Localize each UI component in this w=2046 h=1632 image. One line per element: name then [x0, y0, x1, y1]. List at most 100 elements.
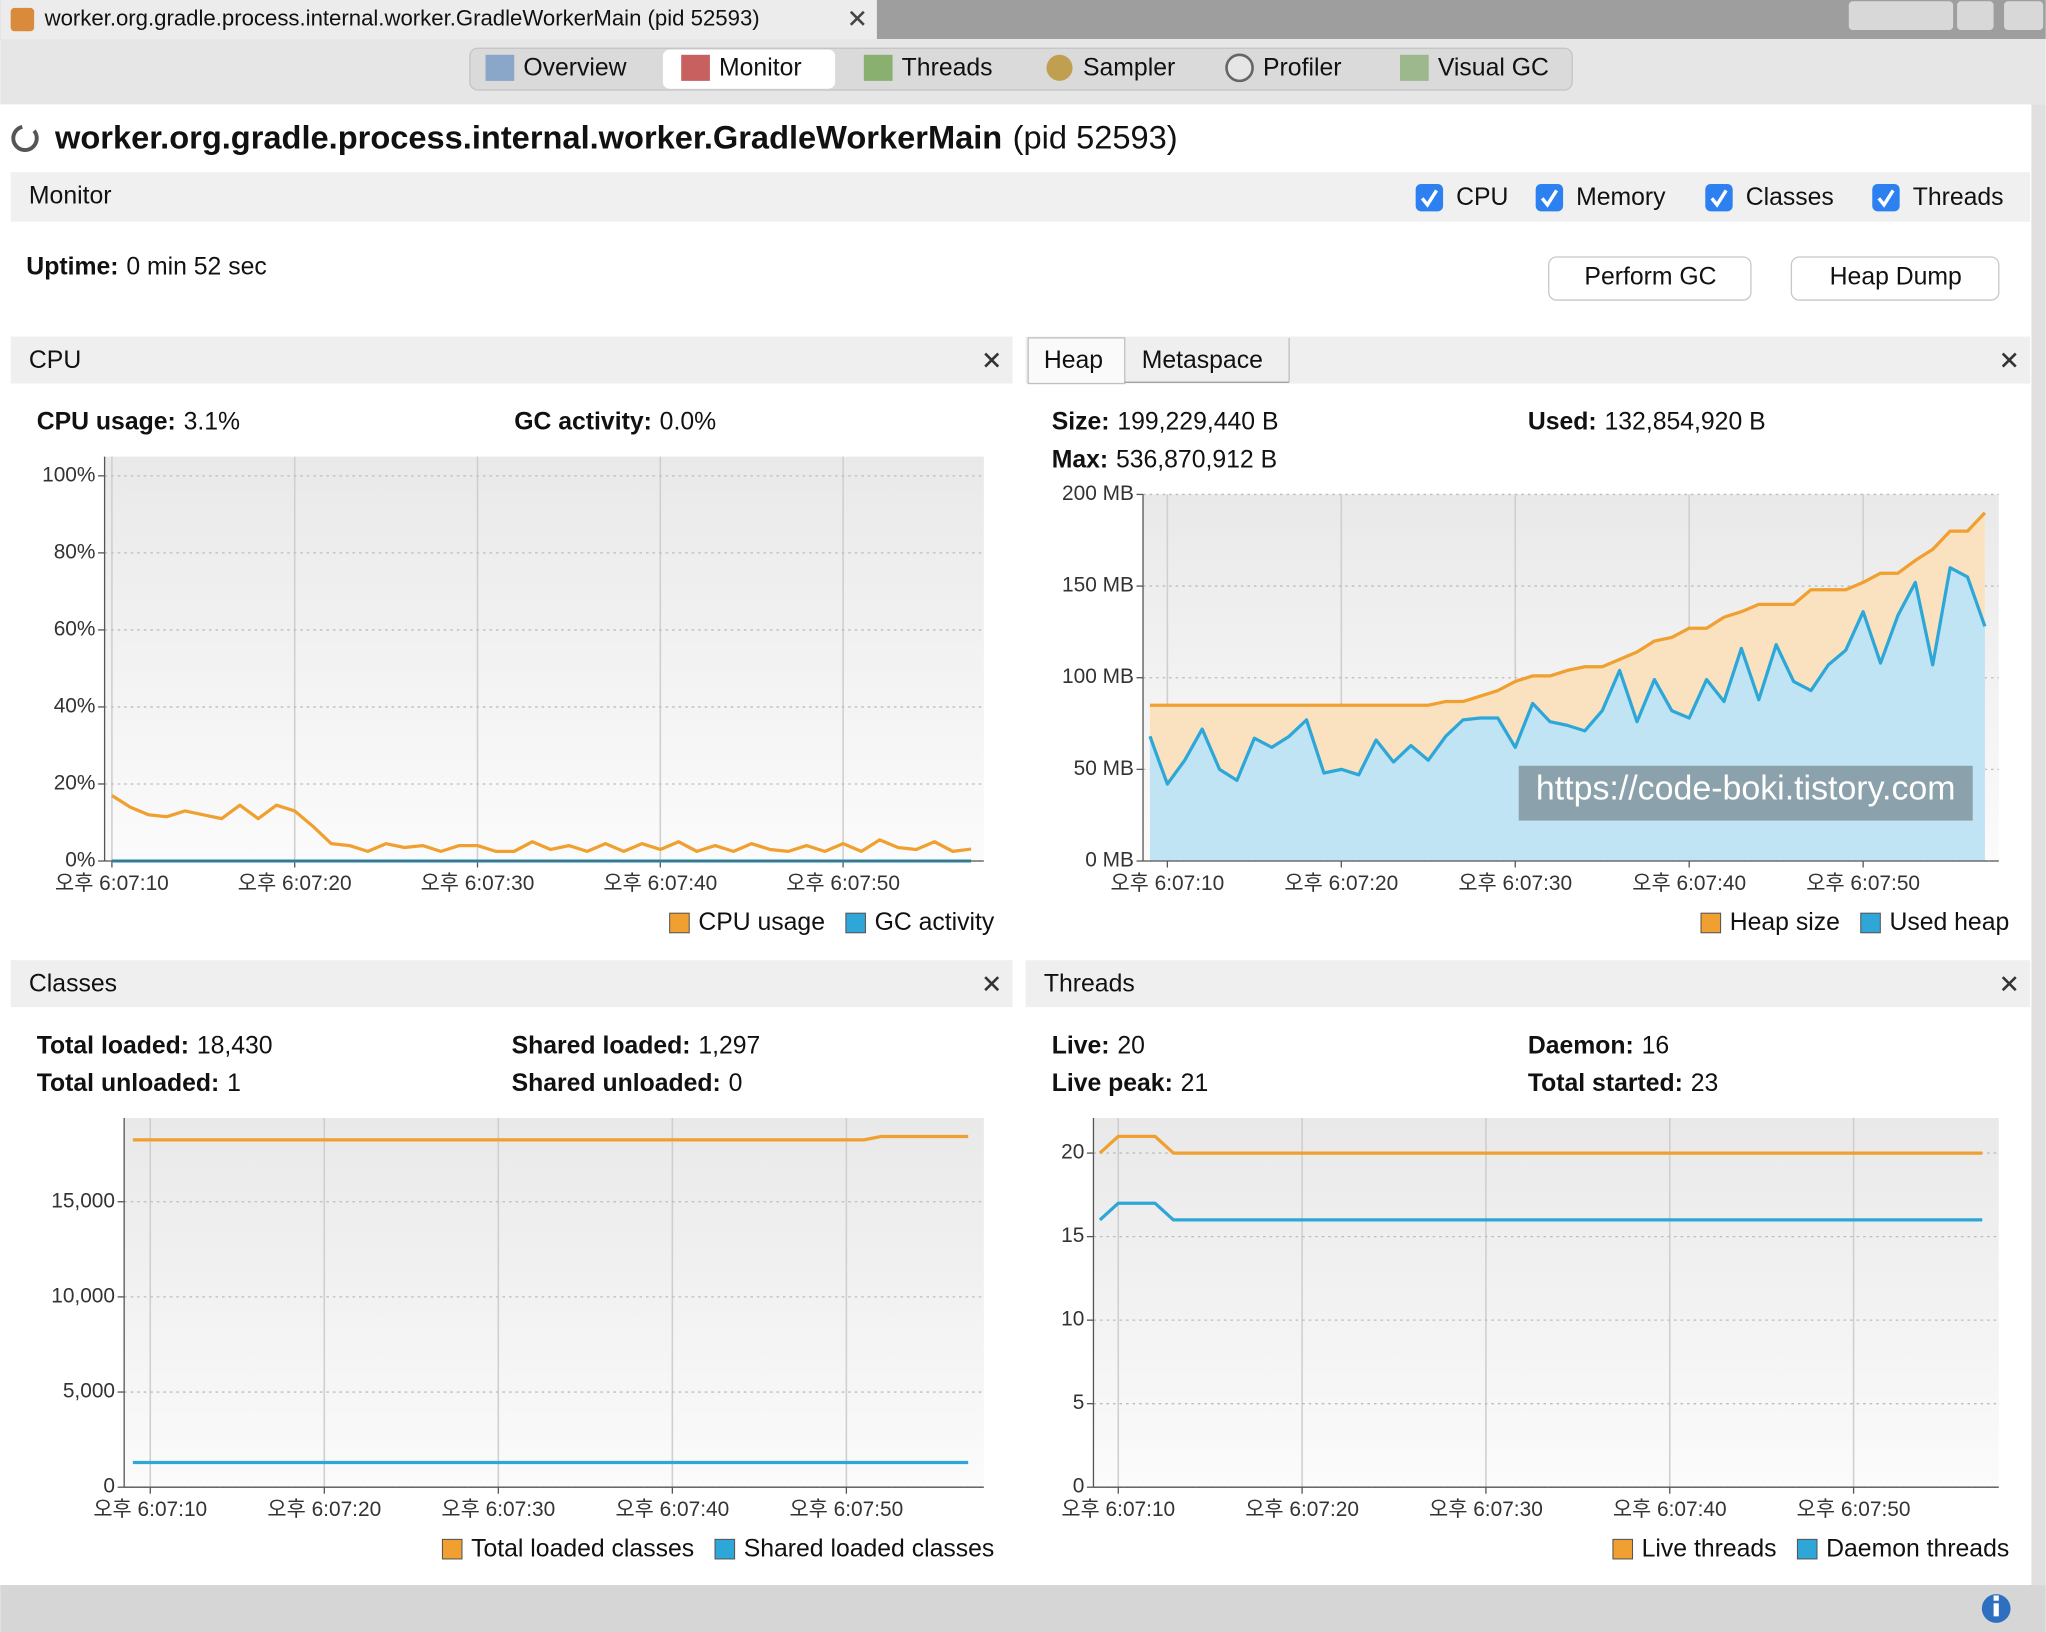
- panel-close[interactable]: [984, 352, 1000, 368]
- panel-title: CPU: [29, 347, 81, 374]
- view-tab[interactable]: Sampler: [1046, 55, 1175, 82]
- stat-label: Shared unloaded:: [512, 1070, 721, 1097]
- status-bar: [0, 1585, 2046, 1632]
- button[interactable]: [1790, 256, 2000, 301]
- check-mark: [1540, 189, 1558, 208]
- x-tick-label: 오후 6:07:40: [603, 872, 717, 895]
- monitor-title: Monitor: [29, 183, 112, 210]
- y-tick-label: 0: [1073, 1475, 1085, 1498]
- maximize-button[interactable]: [2004, 1, 2044, 31]
- checkbox[interactable]: [1415, 183, 1444, 212]
- legend-swatch: [845, 912, 866, 934]
- menu-button[interactable]: [1957, 1, 1994, 31]
- legend-label: Total loaded classes: [471, 1535, 694, 1562]
- panel-close[interactable]: [2001, 976, 2017, 992]
- y-tick-label: 20%: [54, 771, 96, 794]
- x-tick-label: 오후 6:07:30: [1429, 1498, 1543, 1521]
- legend-label: Shared loaded classes: [744, 1535, 995, 1562]
- x-tick-label: 오후 6:07:30: [1458, 872, 1572, 895]
- stat-value: 18,430: [197, 1032, 273, 1059]
- panel-tab-label[interactable]: Metaspace: [1142, 347, 1263, 374]
- tab-close[interactable]: [849, 10, 865, 26]
- tab-label[interactable]: Threads: [902, 55, 993, 82]
- stat-value: 536,870,912 B: [1116, 446, 1277, 473]
- legend-swatch: [1700, 912, 1722, 934]
- y-tick-label: 100 MB: [1062, 665, 1134, 688]
- watermark: https://code-boki.tistory.com: [1536, 770, 1956, 808]
- x-tick-label: 오후 6:07:10: [55, 872, 169, 895]
- y-tick-label: 0 MB: [1085, 849, 1134, 872]
- y-tick-label: 0: [103, 1475, 115, 1498]
- tab-label[interactable]: Overview: [523, 55, 626, 82]
- tab-label[interactable]: Visual GC: [1438, 55, 1549, 82]
- stat: Size: 199,229,440 B: [1052, 408, 1279, 435]
- panel-tab[interactable]: [1027, 337, 1126, 385]
- stat-value: 3.1%: [184, 408, 240, 435]
- legend-swatch: [1796, 1538, 1818, 1560]
- legend-label: Used heap: [1889, 909, 2009, 936]
- stat-label: Live peak:: [1052, 1070, 1173, 1097]
- stat-label: CPU usage:: [37, 408, 176, 435]
- tab-label[interactable]: Profiler: [1263, 55, 1341, 82]
- x-tick-label: 오후 6:07:20: [1245, 1498, 1359, 1521]
- stat-label: Used:: [1528, 408, 1597, 435]
- uptime-value: 0 min 52 sec: [126, 253, 266, 280]
- checkbox-label[interactable]: Classes: [1746, 184, 1834, 211]
- view-tab[interactable]: Profiler: [1225, 53, 1342, 83]
- window-tab[interactable]: [0, 0, 877, 40]
- panel-tab-label[interactable]: Heap: [1044, 347, 1103, 374]
- stat: Total started: 23: [1528, 1070, 1718, 1097]
- panel-title: Classes: [29, 970, 117, 997]
- x-tick-label: 오후 6:07:20: [238, 872, 352, 895]
- x-tick-label: 오후 6:07:10: [1110, 872, 1224, 895]
- line: [1148, 566, 1987, 786]
- y-tick-label: 10,000: [51, 1284, 115, 1307]
- check-mark: [1420, 189, 1438, 208]
- plot-area: [1093, 1118, 1999, 1488]
- view-tab[interactable]: Visual GC: [1400, 55, 1549, 82]
- uptime: Uptime: 0 min 52 sec: [26, 253, 266, 280]
- y-tick-label: 10: [1061, 1308, 1084, 1331]
- line: [1098, 1134, 1983, 1155]
- y-tick-label: 0%: [65, 849, 95, 872]
- stat-value: 1: [227, 1070, 241, 1097]
- legend-swatch: [669, 912, 690, 934]
- tab-label[interactable]: Monitor: [719, 55, 802, 82]
- view-tab[interactable]: Overview: [485, 55, 627, 82]
- stat: CPU usage: 3.1%: [37, 408, 240, 435]
- panel-close[interactable]: [2001, 352, 2017, 368]
- stat-label: Shared loaded:: [512, 1032, 691, 1059]
- button-label[interactable]: Heap Dump: [1830, 263, 1962, 290]
- line: [1098, 1201, 1983, 1222]
- button[interactable]: [1548, 256, 1752, 301]
- checkbox-label[interactable]: CPU: [1456, 184, 1508, 211]
- stat: GC activity: 0.0%: [514, 408, 716, 435]
- checkbox[interactable]: [1535, 183, 1564, 212]
- panel-close[interactable]: [984, 976, 1000, 992]
- process-pid: (pid 52593): [1013, 118, 1178, 155]
- view-tab[interactable]: Monitor: [681, 55, 802, 82]
- check-mark: [1877, 189, 1895, 208]
- y-tick-label: 60%: [54, 617, 96, 640]
- checkbox-label[interactable]: Threads: [1913, 184, 2004, 211]
- spinner: [11, 124, 39, 152]
- button-label[interactable]: Perform GC: [1584, 263, 1716, 290]
- scrollbar: [2031, 104, 2046, 1586]
- y-tick-label: 15,000: [51, 1189, 115, 1212]
- checkbox[interactable]: [1705, 183, 1733, 212]
- info-icon-glyph: [1993, 1595, 1999, 1601]
- tab-label[interactable]: Sampler: [1083, 55, 1175, 82]
- checkbox-label[interactable]: Memory: [1576, 184, 1666, 211]
- checkbox[interactable]: [1872, 183, 1900, 212]
- stat-label: Live:: [1052, 1032, 1110, 1059]
- legend-label: Daemon threads: [1826, 1535, 2009, 1562]
- stat: Total unloaded: 1: [37, 1070, 241, 1097]
- nav-buttons[interactable]: [1848, 1, 1954, 31]
- stat-label: GC activity:: [514, 408, 652, 435]
- panel-header: [10, 960, 1013, 1008]
- x-tick-label: 오후 6:07:10: [1061, 1498, 1175, 1521]
- y-tick-label: 40%: [54, 694, 96, 717]
- view-tab[interactable]: Threads: [863, 55, 993, 82]
- stat-label: Max:: [1052, 446, 1108, 473]
